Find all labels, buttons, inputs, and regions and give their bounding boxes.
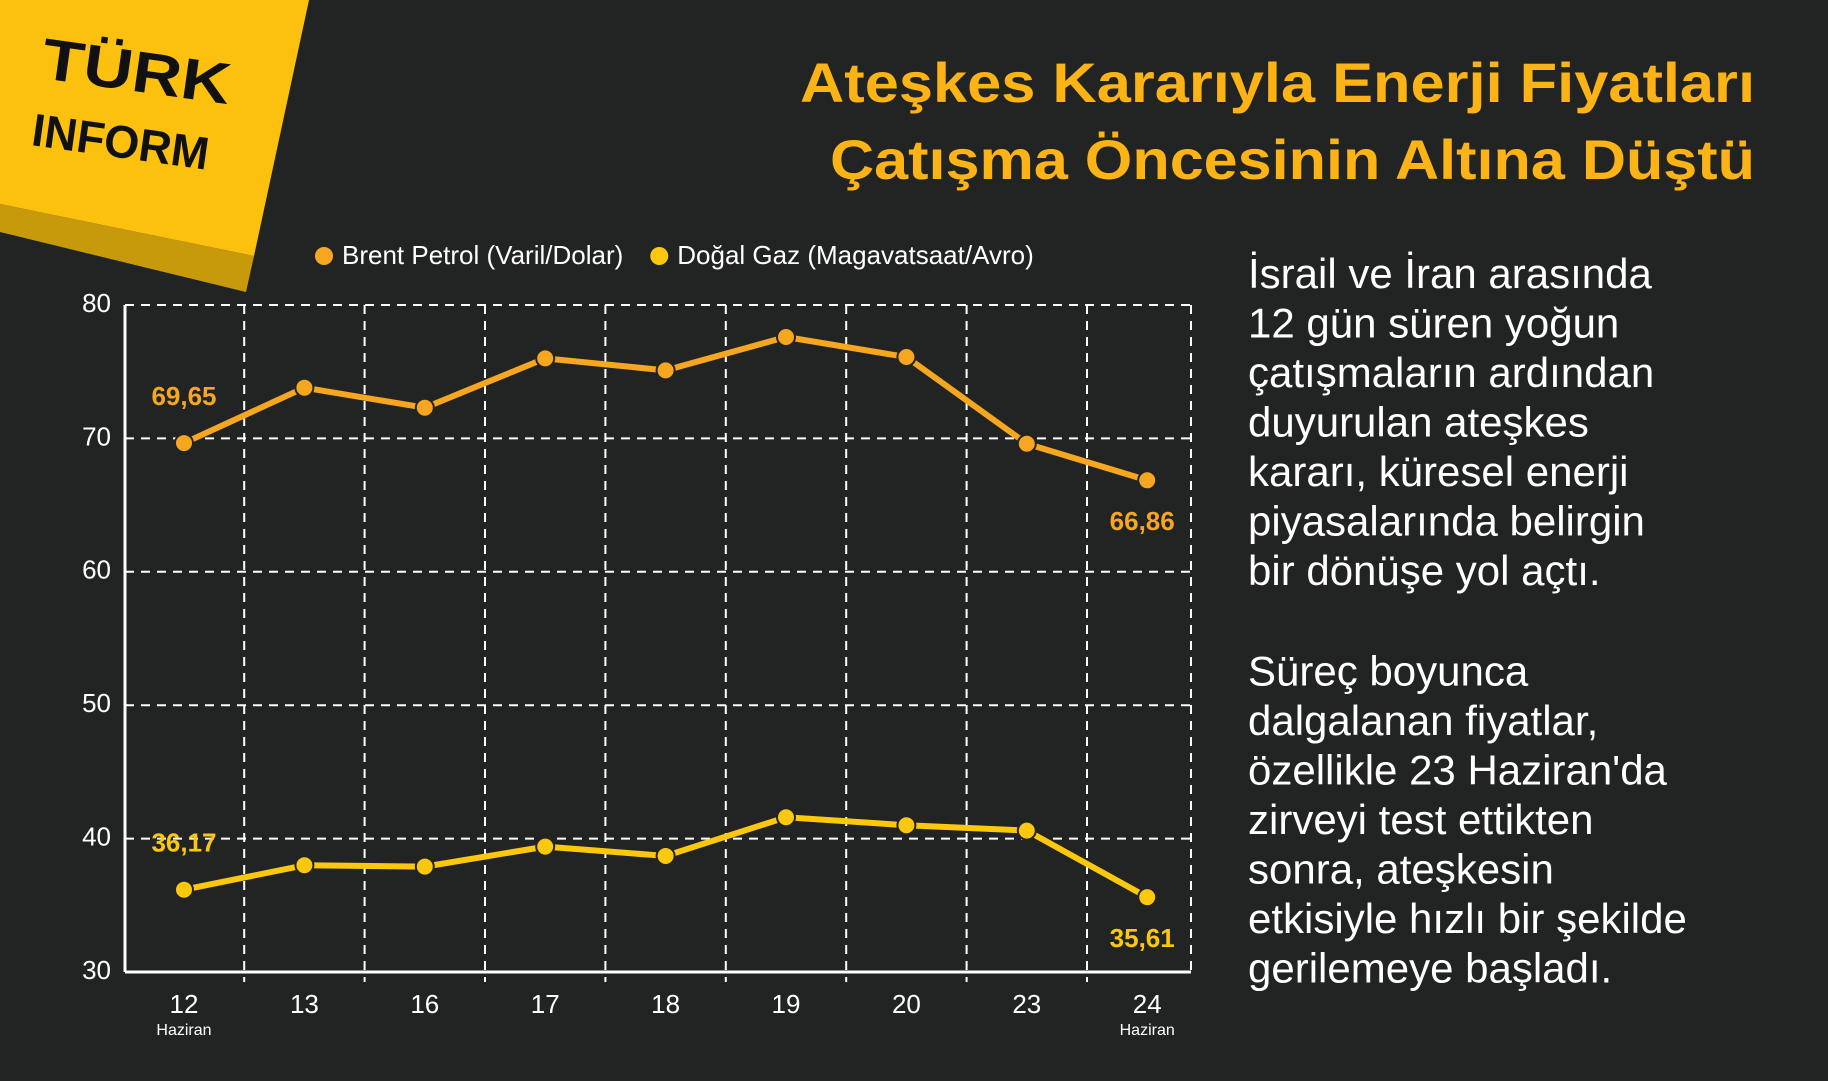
data-point xyxy=(535,836,556,857)
description-line: dalgalanan fiyatlar, xyxy=(1248,697,1598,744)
data-point xyxy=(896,347,917,368)
x-tick-label: 19 xyxy=(772,989,801,1019)
data-point xyxy=(1016,820,1037,841)
y-tick-label: 80 xyxy=(82,288,111,318)
x-tick-label: 12 xyxy=(170,989,199,1019)
data-point xyxy=(655,360,676,381)
data-point xyxy=(414,397,435,418)
y-tick-label: 40 xyxy=(82,821,111,851)
y-tick-label: 30 xyxy=(82,955,111,985)
x-tick-label: 13 xyxy=(290,989,319,1019)
legend-marker xyxy=(650,247,669,265)
chart-title: Ateşkes Kararıyla Enerji Fiyatları xyxy=(800,51,1755,114)
x-tick-sublabel: Haziran xyxy=(1120,1022,1175,1039)
description-line: bir dönüşe yol açtı. xyxy=(1248,547,1601,594)
data-point xyxy=(896,815,917,836)
x-tick-label: 16 xyxy=(410,989,439,1019)
chart-title: Çatışma Öncesinin Altına Düştü xyxy=(830,128,1755,191)
data-point xyxy=(535,348,556,369)
description-line: Süreç boyunca xyxy=(1248,648,1529,695)
x-tick-label: 20 xyxy=(892,989,921,1019)
description-line: etkisiyle hızlı bir şekilde xyxy=(1248,895,1687,942)
data-point xyxy=(655,845,676,866)
data-point xyxy=(776,327,796,348)
description-line: sonra, ateşkesin xyxy=(1248,846,1554,893)
chart: 30 40 50 60 70 80 12 Haziran 13 16 17 18 19 20 23 24 Haz… xyxy=(82,240,1192,1039)
value-label: 66,86 xyxy=(1110,506,1175,536)
legend-marker xyxy=(315,247,333,265)
description-line: duyurulan ateşkes xyxy=(1248,399,1589,446)
y-tick-label: 70 xyxy=(82,421,111,451)
description-line: 12 gün süren yoğun xyxy=(1248,300,1619,347)
x-tick-sublabel: Haziran xyxy=(156,1022,211,1039)
logo-badge xyxy=(0,0,309,256)
y-tick-label: 50 xyxy=(82,688,111,718)
description-line: zirveyi test ettikten xyxy=(1248,796,1593,843)
data-point xyxy=(776,807,796,828)
value-label: 36,17 xyxy=(151,828,216,858)
value-label: 35,61 xyxy=(1110,923,1175,953)
y-tick-label: 60 xyxy=(82,555,111,585)
description-line: kararı, küresel enerji xyxy=(1248,448,1628,495)
x-tick-label: 17 xyxy=(531,989,560,1019)
data-point xyxy=(1137,887,1158,908)
value-label: 69,65 xyxy=(151,381,216,411)
x-tick-label: 24 xyxy=(1133,989,1162,1019)
description-line: çatışmaların ardından xyxy=(1248,349,1654,396)
data-point xyxy=(174,879,194,900)
description-line: piyasalarında belirgin xyxy=(1248,498,1645,545)
legend-label: Brent Petrol (Varil/Dolar) xyxy=(342,240,623,270)
description-line: gerilemeye başladı. xyxy=(1248,945,1612,992)
data-point xyxy=(294,855,315,876)
logo-stripe xyxy=(0,204,254,292)
data-point xyxy=(294,377,315,398)
data-point xyxy=(414,856,435,877)
data-point xyxy=(1137,470,1158,491)
description-line: özellikle 23 Haziran'da xyxy=(1248,747,1668,794)
description-line: İsrail ve İran arasında xyxy=(1248,250,1653,297)
data-point xyxy=(174,433,194,454)
x-tick-label: 18 xyxy=(651,989,680,1019)
x-tick-label: 23 xyxy=(1012,989,1041,1019)
legend-label: Doğal Gaz (Magavatsaat/Avro) xyxy=(677,240,1033,270)
data-point xyxy=(1016,433,1037,454)
